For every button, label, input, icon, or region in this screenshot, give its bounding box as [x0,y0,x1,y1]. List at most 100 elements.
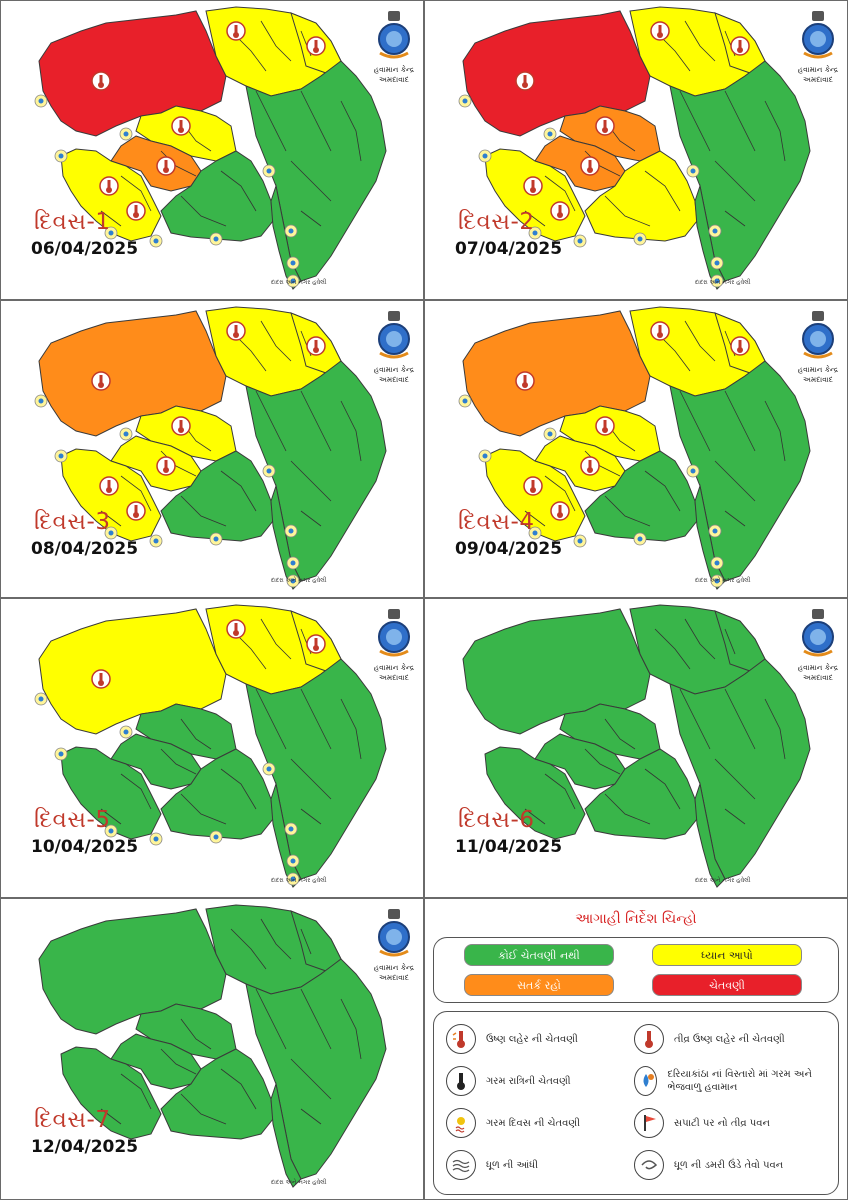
district-border [160,450,197,477]
district-border [604,195,651,227]
district-border [300,510,322,527]
level-alert-chip: સતર્ક રહો [464,974,614,996]
zone-south [694,184,726,290]
icon-legend-item: સપાટી પર નો તીવ્ર પવન [634,1108,834,1138]
hot-humid-marker-icon [119,127,133,141]
hot-humid-marker-icon [708,224,722,238]
date-label: 08/04/2025 [31,539,139,559]
hot-humid-marker-icon [543,127,557,141]
hot-humid-marker-icon [209,532,223,546]
hot-humid-marker-icon [209,830,223,844]
zone-central [160,1048,274,1140]
severe-heat-wave-icon [634,1024,664,1054]
district-border [260,618,292,660]
hot-humid-marker-icon [54,149,68,163]
district-border [120,475,152,512]
icon-legend-item: ધૂળ ની ડમરી ઉંડે તેવો પવન [634,1150,834,1180]
imd-logo: હવામાન કેન્દ્ર અમદાવાદ [369,907,419,983]
hot-humid-marker-icon [573,534,587,548]
zone-south-saurashtra [60,746,162,840]
day-label: દિવસ-6 [458,807,535,833]
heat-wave-marker-icon [595,116,615,136]
district-border [120,773,152,810]
heat-wave-marker-icon [580,456,600,476]
hot-humid-marker-icon [708,524,722,538]
imd-name-line1: હવામાન કેન્દ્ર [797,663,839,672]
day-label: દિવસ-2 [458,209,535,235]
gujarat-map [458,6,811,290]
district-border [714,160,756,202]
district-border [300,808,322,825]
heat-wave-marker-icon [91,371,111,391]
day-label: દિવસ-5 [34,807,111,833]
district-border [300,390,332,452]
forecast-panel-day-7: દાદરા અને નગર હવેલી દિવસ-7 12/04/2025 હવામા… [0,898,424,1200]
hot-day-icon [446,1108,476,1138]
date-label: 12/04/2025 [31,1137,139,1157]
district-border [300,688,332,750]
imd-emblem-icon [378,609,410,657]
district-border [644,170,681,212]
hot-humid-marker-icon [104,226,118,240]
forecast-panel-day-6: દાદરા અને નગર હવેલી દિવસ-6 11/04/2025 હવામા… [424,598,848,898]
icon-legend-item: ગરમ રાત્રિની ચેતવણી [446,1066,626,1096]
district-border [290,758,332,800]
district-border [180,1093,227,1125]
gujarat-map [462,604,811,888]
zone-kutch [38,10,227,137]
district-border [604,495,651,527]
zone-kutch [462,310,651,437]
map-footer-label: દાદરા અને નગર હવેલી [271,577,327,584]
district-border [220,470,257,512]
hot-humid-marker-icon [286,556,300,570]
zone-south-saurashtra [60,1046,162,1140]
map-footer-label: દાદરા અને નગર હવેલી [695,279,751,286]
icon-legend-label: ગરમ દિવસ ની ચેતવણી [486,1117,580,1129]
hot-humid-marker-icon [458,394,472,408]
date-label: 11/04/2025 [455,837,563,857]
district-border [524,808,546,825]
imd-emblem-icon [378,11,410,59]
district-border [524,510,546,527]
imd-name-line1: હવામાન કેન્દ્ર [797,365,839,374]
heat-wave-marker-icon [515,371,535,391]
zone-kutch [38,310,227,437]
district-border [230,928,267,970]
icon-legend-box: ઉષ્ણ લહેર ની ચેતવણી તીવ્ર ઉષ્ણ લહેર ની ચે… [433,1011,839,1195]
district-border [180,793,227,825]
gujarat-map [34,604,387,888]
district-border [220,768,257,810]
hot-humid-marker-icon [573,234,587,248]
imd-name-line2: અમદાવાદ [379,375,409,384]
district-border [644,470,681,512]
district-border [290,160,332,202]
district-border [544,773,576,810]
district-border [255,90,287,152]
district-border [220,170,257,212]
hot-humid-marker-icon [286,274,300,288]
imd-name-line2: અમદાવાદ [379,673,409,682]
heat-wave-marker-icon [306,36,326,56]
hot-humid-marker-icon [710,256,724,270]
heat-wave-marker-icon [650,321,670,341]
heat-wave-marker-icon [171,116,191,136]
zone-east [669,360,811,582]
icon-legend-label: તીવ્ર ઉષ્ણ લહેર ની ચેતવણી [674,1033,785,1045]
district-border [255,390,287,452]
icon-legend-label: ઉષ્ણ લહેર ની ચેતવણી [486,1033,578,1045]
heat-wave-marker-icon [650,21,670,41]
zone-east [245,658,387,880]
zone-south-saurashtra [484,746,586,840]
forecast-panel-day-3: દાદરા અને નગર હવેલી દિવસ-3 08/04/2025 હવામા… [0,300,424,598]
district-border [290,1058,332,1100]
hot-humid-marker-icon [119,427,133,441]
hot-humid-marker-icon [710,556,724,570]
hot-humid-marker-icon [286,256,300,270]
zone-central [160,450,274,542]
imd-name-line1: હવામાન કેન્દ્ર [373,65,415,74]
zone-central [584,450,698,542]
surface-wind-icon [634,1108,664,1138]
heat-wave-marker-icon [126,201,146,221]
district-border [260,320,292,362]
imd-name-line1: હવામાન કેન્દ્ર [373,365,415,374]
